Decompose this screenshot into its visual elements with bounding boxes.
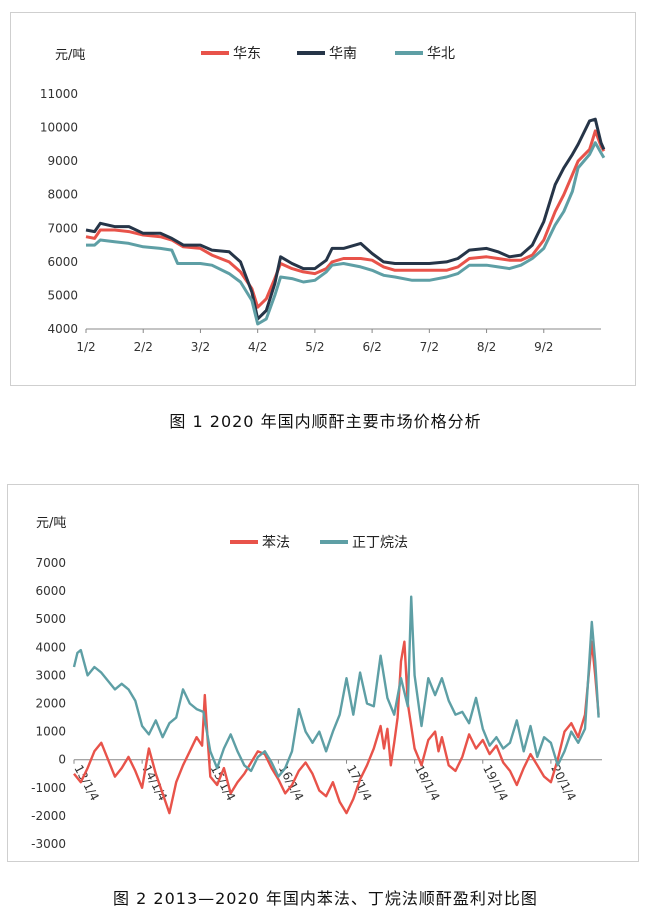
y-tick-label: -2000	[31, 809, 66, 823]
y-axis-unit-label: 元/吨	[36, 516, 66, 531]
y-tick-label: 11000	[40, 87, 78, 101]
y-tick-label: 6000	[35, 584, 66, 598]
y-tick-label: 7000	[47, 221, 78, 235]
chart-panel-1: 元/吨 4000 5000 6000 7000 8000 9000 10000 11000 1/2…	[10, 12, 636, 386]
x-tick-label: 7/2	[420, 340, 439, 354]
x-tick-label: 6/2	[362, 340, 381, 354]
series-line-1	[85, 129, 606, 309]
y-axis-unit-label: 元/吨	[55, 48, 85, 63]
x-tick-label: 4/2	[248, 340, 267, 354]
figure-2-caption: 图 2 2013—2020 年国内苯法、丁烷法顺酐盈利对比图	[113, 889, 538, 908]
figure-1-caption: 图 1 2020 年国内顺酐主要市场价格分析	[169, 412, 482, 431]
series-line-2	[72, 595, 600, 778]
y-tick-label: 3000	[35, 668, 66, 682]
x-tick-label: 18/1/4	[412, 763, 442, 804]
y-tick-label: -3000	[31, 837, 66, 851]
legend-label: 苯法	[262, 534, 290, 551]
y-tick-label: 4000	[47, 322, 78, 336]
series-line-3	[86, 141, 606, 326]
price-line-chart: 元/吨 4000 5000 6000 7000 8000 9000 10000 11000 1/2…	[40, 46, 606, 354]
y-tick-label: 8000	[47, 188, 78, 202]
profit-line-chart: 元/吨 -3000 -2000 -1000 0 1000 2000 3000 4000 5000 6…	[31, 516, 602, 851]
legend-label: 华东	[233, 46, 261, 62]
legend-label: 华北	[427, 46, 455, 62]
y-tick-label: 2000	[35, 697, 66, 711]
legend-label: 正丁烷法	[352, 535, 408, 551]
x-tick-label: 20/1/4	[548, 763, 578, 804]
series-line-2	[85, 117, 606, 321]
x-tick-label: 8/2	[477, 340, 496, 354]
legend-label: 华南	[329, 46, 357, 62]
y-tick-label: 5000	[47, 288, 78, 302]
x-tick-label: 5/2	[305, 340, 324, 354]
x-tick-label: 2/2	[134, 340, 153, 354]
x-tick-label: 19/1/4	[480, 763, 510, 804]
y-tick-label: 6000	[47, 255, 78, 269]
y-tick-label: 0	[58, 753, 66, 767]
y-tick-label: 1000	[35, 725, 66, 739]
x-tick-label: 1/2	[76, 340, 95, 354]
y-tick-label: -1000	[31, 781, 66, 795]
y-tick-label: 5000	[35, 612, 66, 626]
chart-panel-2: 元/吨 -3000 -2000 -1000 0 1000 2000 3000 4000 5000 6…	[7, 484, 639, 862]
x-tick-label: 3/2	[191, 340, 210, 354]
y-tick-label: 4000	[35, 640, 66, 654]
y-tick-label: 7000	[35, 556, 66, 570]
y-tick-label: 9000	[47, 154, 78, 168]
y-tick-label: 10000	[40, 121, 78, 135]
x-tick-label: 9/2	[534, 340, 553, 354]
series-line-1	[73, 640, 600, 815]
